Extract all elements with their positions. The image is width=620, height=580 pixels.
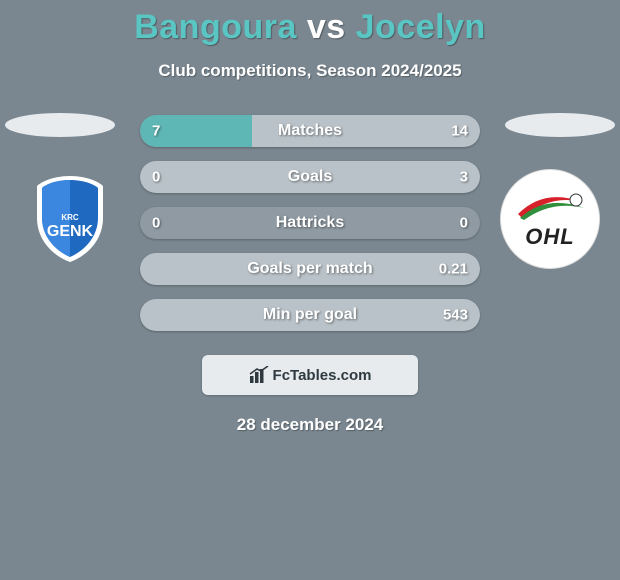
stat-row: 543 Min per goal xyxy=(140,299,480,331)
subtitle: Club competitions, Season 2024/2025 xyxy=(0,61,620,81)
stat-value-right: 14 xyxy=(451,123,468,140)
stat-label: Goals xyxy=(288,168,332,186)
stat-value-left: 0 xyxy=(152,215,160,232)
stat-row: 0.21 Goals per match xyxy=(140,253,480,285)
genk-badge: GENK KRC xyxy=(20,169,120,269)
stat-bars: 7 14 Matches 0 3 Goals 0 0 Hattricks 0.21 Goals pe… xyxy=(140,115,480,331)
stat-value-left: 0 xyxy=(152,169,160,186)
stat-value-right: 0.21 xyxy=(439,261,468,278)
ohl-text: OHL xyxy=(525,224,574,250)
stat-label: Goals per match xyxy=(247,260,372,278)
ohl-badge: OHL xyxy=(500,169,600,269)
swoosh-icon xyxy=(516,190,586,220)
bar-chart-icon xyxy=(249,366,269,384)
stat-value-right: 3 xyxy=(460,169,468,186)
page-title: Bangoura vs Jocelyn xyxy=(0,0,620,47)
player1-name: Bangoura xyxy=(134,8,297,46)
right-oval xyxy=(505,113,615,137)
stat-row: 7 14 Matches xyxy=(140,115,480,147)
shield-icon: GENK KRC xyxy=(33,174,107,264)
stat-row: 0 3 Goals xyxy=(140,161,480,193)
stat-label: Hattricks xyxy=(276,214,344,232)
stat-label: Matches xyxy=(278,122,342,140)
player2-name: Jocelyn xyxy=(356,8,486,46)
stat-value-right: 543 xyxy=(443,307,468,324)
footer-brand-box: FcTables.com xyxy=(202,355,418,395)
stat-value-right: 0 xyxy=(460,215,468,232)
content-area: GENK KRC OHL 7 14 Matches 0 3 Goals 0 0 Hattrick… xyxy=(0,115,620,331)
svg-text:GENK: GENK xyxy=(47,223,94,240)
stat-label: Min per goal xyxy=(263,306,357,324)
svg-text:KRC: KRC xyxy=(61,213,79,222)
stat-value-left: 7 xyxy=(152,123,160,140)
vs-text: vs xyxy=(307,8,346,46)
comparison-infographic: Bangoura vs Jocelyn Club competitions, S… xyxy=(0,0,620,580)
date-text: 28 december 2024 xyxy=(0,415,620,435)
footer-brand-text: FcTables.com xyxy=(273,367,372,384)
left-oval xyxy=(5,113,115,137)
stat-row: 0 0 Hattricks xyxy=(140,207,480,239)
